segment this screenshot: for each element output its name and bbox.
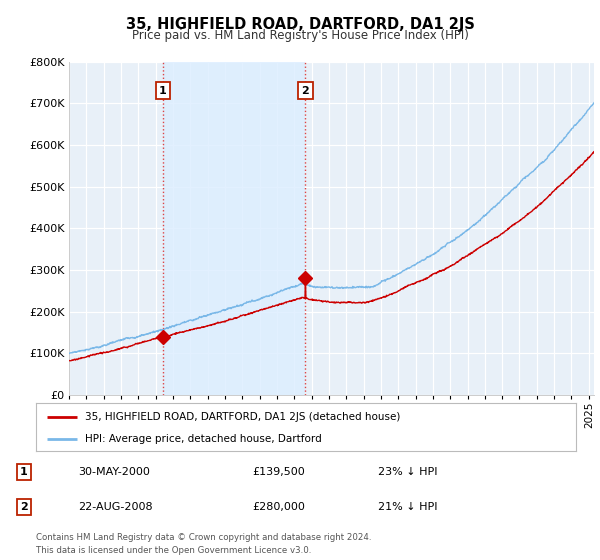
Text: £139,500: £139,500 <box>252 467 305 477</box>
Text: 1: 1 <box>20 467 28 477</box>
Text: HPI: Average price, detached house, Dartford: HPI: Average price, detached house, Dart… <box>85 434 322 444</box>
Bar <box>163 62 305 395</box>
Text: 23% ↓ HPI: 23% ↓ HPI <box>378 467 437 477</box>
Text: Contains HM Land Registry data © Crown copyright and database right 2024.: Contains HM Land Registry data © Crown c… <box>36 533 371 542</box>
Text: 35, HIGHFIELD ROAD, DARTFORD, DA1 2JS (detached house): 35, HIGHFIELD ROAD, DARTFORD, DA1 2JS (d… <box>85 412 400 422</box>
Text: 2: 2 <box>301 86 309 96</box>
Text: 21% ↓ HPI: 21% ↓ HPI <box>378 502 437 512</box>
Text: Price paid vs. HM Land Registry's House Price Index (HPI): Price paid vs. HM Land Registry's House … <box>131 29 469 42</box>
Text: 30-MAY-2000: 30-MAY-2000 <box>78 467 150 477</box>
Text: 1: 1 <box>159 86 167 96</box>
Text: 2: 2 <box>20 502 28 512</box>
Text: 35, HIGHFIELD ROAD, DARTFORD, DA1 2JS: 35, HIGHFIELD ROAD, DARTFORD, DA1 2JS <box>125 17 475 32</box>
Text: This data is licensed under the Open Government Licence v3.0.: This data is licensed under the Open Gov… <box>36 546 311 555</box>
Text: 22-AUG-2008: 22-AUG-2008 <box>78 502 152 512</box>
Text: £280,000: £280,000 <box>252 502 305 512</box>
